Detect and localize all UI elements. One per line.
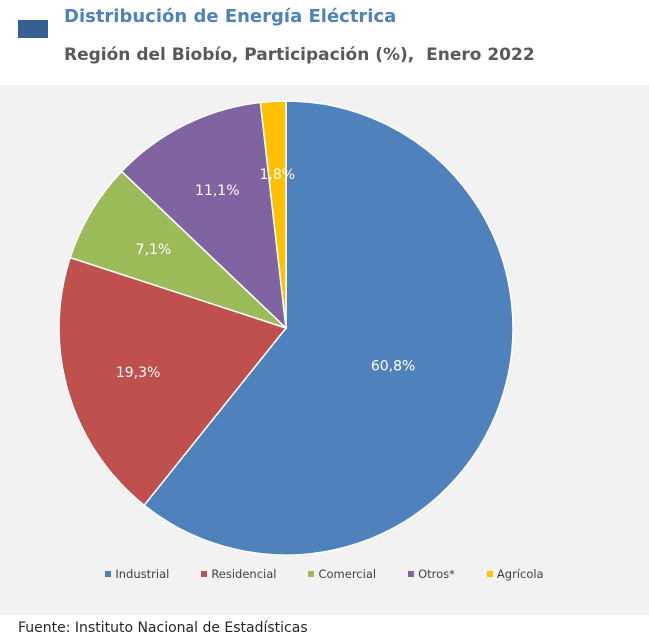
pie-slice-industrial	[143, 100, 514, 555]
source-note: Fuente: Instituto Nacional de Estadístic…	[18, 620, 308, 636]
legend-swatch	[486, 571, 493, 577]
pie-slice-comercial	[69, 170, 287, 329]
title-marker	[18, 20, 48, 38]
legend-item-industrial: Industrial	[105, 567, 169, 581]
pie-slice-agr-cola	[259, 100, 287, 329]
data-label-industrial: 60,8%	[371, 359, 415, 375]
pie-chart: 60,8% 19,3% 7,1% 11,1% 1,8%	[58, 100, 514, 555]
legend-label: Residencial	[211, 567, 277, 581]
legend-item-agr-cola: Agrícola	[486, 567, 544, 581]
chart-subtitle: Región del Biobío, Participación (%), En…	[64, 45, 535, 65]
legend-swatch	[105, 571, 112, 577]
legend-swatch	[408, 571, 415, 577]
legend-label: Industrial	[115, 567, 170, 581]
legend-swatch	[308, 571, 315, 577]
legend-swatch	[201, 571, 208, 577]
data-label-residencial: 19,3%	[116, 365, 160, 381]
legend-label: Agrícola	[496, 567, 544, 581]
legend-item-comercial: Comercial	[308, 567, 376, 581]
legend-label: Otros*	[418, 567, 455, 581]
data-label-otros: 11,1%	[195, 183, 239, 199]
chart-title: Distribución de Energía Eléctrica	[64, 6, 397, 27]
legend-item-otros: Otros*	[408, 567, 455, 581]
pie-slice-otros	[120, 101, 287, 330]
data-label-comercial: 7,1%	[136, 242, 172, 258]
chart-area: 60,8% 19,3% 7,1% 11,1% 1,8% Industrial Reside…	[0, 85, 649, 615]
data-label-agr-cola: 1,8%	[259, 167, 295, 183]
chart-legend: Industrial Residencial Comercial Otros* Agrí…	[0, 567, 649, 581]
pie-slice-residencial	[58, 256, 288, 507]
legend-label: Comercial	[318, 567, 377, 581]
legend-item-residencial: Residencial	[201, 567, 276, 581]
